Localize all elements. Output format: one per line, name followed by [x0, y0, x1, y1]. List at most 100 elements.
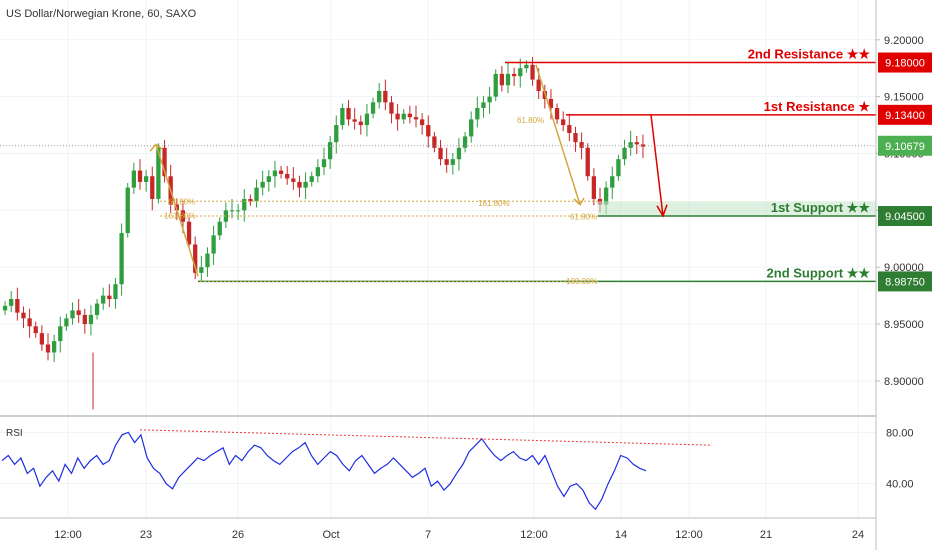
candle-body: [101, 295, 106, 304]
level-price-label: 9.04500: [885, 211, 925, 223]
candle-body: [39, 333, 45, 345]
candle-body: [370, 102, 376, 114]
candle-body: [162, 147, 167, 177]
candle-body: [119, 233, 124, 285]
rsi-trend-line: [139, 429, 713, 446]
candle-body: [499, 73, 505, 86]
candle-body: [377, 90, 382, 103]
fib-label: 100.00%: [566, 277, 598, 286]
candle-body: [143, 176, 149, 182]
level-price-tag: [878, 206, 932, 227]
rsi-tick-label: 80.00: [886, 427, 914, 439]
candle-body: [395, 113, 400, 120]
candle-body: [579, 142, 584, 148]
time-tick-label: 21: [760, 529, 772, 541]
candle-body: [426, 125, 431, 137]
price-tick-label: 9.00000: [884, 262, 924, 274]
candle-body: [64, 318, 69, 327]
candle-body: [242, 198, 247, 211]
level-price-label: 8.98750: [885, 276, 925, 288]
candle-body: [217, 221, 222, 236]
candle-body: [113, 284, 118, 300]
candle-body: [260, 181, 265, 188]
candle-body: [272, 170, 278, 177]
candle-body: [334, 125, 339, 143]
candle-body: [616, 159, 621, 177]
price-tick-label: 9.15000: [884, 92, 924, 104]
candle-body: [346, 108, 351, 120]
candle-body: [364, 113, 370, 126]
candle-body: [199, 267, 204, 273]
candle-body: [389, 102, 394, 114]
candle-body: [131, 170, 137, 188]
candle-body: [462, 136, 468, 148]
candle-body: [340, 108, 345, 126]
chart-title: US Dollar/Norwegian Krone, 60, SAXO: [6, 8, 197, 20]
candle-body: [419, 119, 425, 126]
candle-body: [327, 142, 333, 160]
projection-arrow-head: [656, 204, 668, 218]
candle-body: [285, 173, 290, 179]
candle-body: [315, 167, 321, 177]
candle-body: [58, 326, 63, 342]
candle-body: [211, 235, 216, 254]
candle-body: [554, 108, 560, 120]
current-price-tag: [878, 135, 932, 156]
candle-body: [297, 181, 302, 188]
fib-label: 61.80%: [517, 116, 544, 125]
level-price-label: 9.13400: [885, 110, 925, 122]
level-name: 2nd Support ★★: [767, 265, 871, 280]
candle-body: [278, 170, 284, 174]
candle-body: [2, 305, 8, 311]
candle-body: [248, 198, 253, 202]
time-tick-label: 24: [852, 529, 864, 541]
candle-body: [511, 73, 517, 77]
candle-body: [193, 244, 198, 273]
candle-body: [573, 133, 578, 143]
candle-body: [186, 221, 192, 245]
rsi-line: [1, 431, 647, 511]
candle-body: [309, 176, 314, 182]
candle-body: [254, 187, 259, 202]
candle-body: [45, 344, 51, 353]
price-tick-label: 9.20000: [884, 35, 924, 47]
candle-body: [303, 181, 308, 188]
candle-body: [407, 113, 413, 118]
candle-body: [229, 210, 235, 212]
level-labels: 2nd Resistance ★★ 9.18000 1st Resistance ★…: [748, 47, 932, 292]
candle-body: [321, 159, 327, 168]
candle-body: [450, 159, 455, 165]
axes: 9.200009.150009.100009.050009.000008.950…: [54, 35, 924, 541]
candle-body: [591, 176, 597, 199]
candle-body: [561, 119, 566, 126]
candle-body: [487, 96, 492, 103]
candle-body: [401, 113, 406, 120]
candle-body: [205, 253, 210, 268]
annotations: 61.80% 161.80% 61.80% 161.80% 61.80% 100.00%: [0, 61, 876, 286]
candle-body: [634, 142, 639, 145]
candle-body: [27, 318, 32, 327]
time-tick-label: 26: [232, 529, 244, 541]
candle-body: [156, 147, 161, 199]
fib-arrow-head: [149, 143, 163, 152]
candle-body: [603, 187, 609, 205]
candle-body: [493, 73, 498, 97]
price-tick-label: 8.90000: [884, 376, 924, 388]
candle-body: [383, 90, 388, 103]
time-tick-label: 12:00: [520, 529, 548, 541]
candle-body: [266, 176, 271, 182]
candle-body: [15, 299, 20, 313]
time-tick-label: 12:00: [675, 529, 703, 541]
fib-arrow: [535, 64, 581, 205]
level-price-label: 9.18000: [885, 58, 925, 70]
candle-body: [137, 170, 143, 182]
candle-body: [9, 299, 14, 306]
fib-arrow-head: [573, 197, 585, 206]
candle-body: [585, 147, 590, 177]
grid: [0, 0, 876, 518]
candle-body: [628, 142, 633, 148]
candle-body: [518, 68, 523, 77]
candle-body: [358, 121, 363, 126]
time-tick-label: 7: [425, 529, 431, 541]
